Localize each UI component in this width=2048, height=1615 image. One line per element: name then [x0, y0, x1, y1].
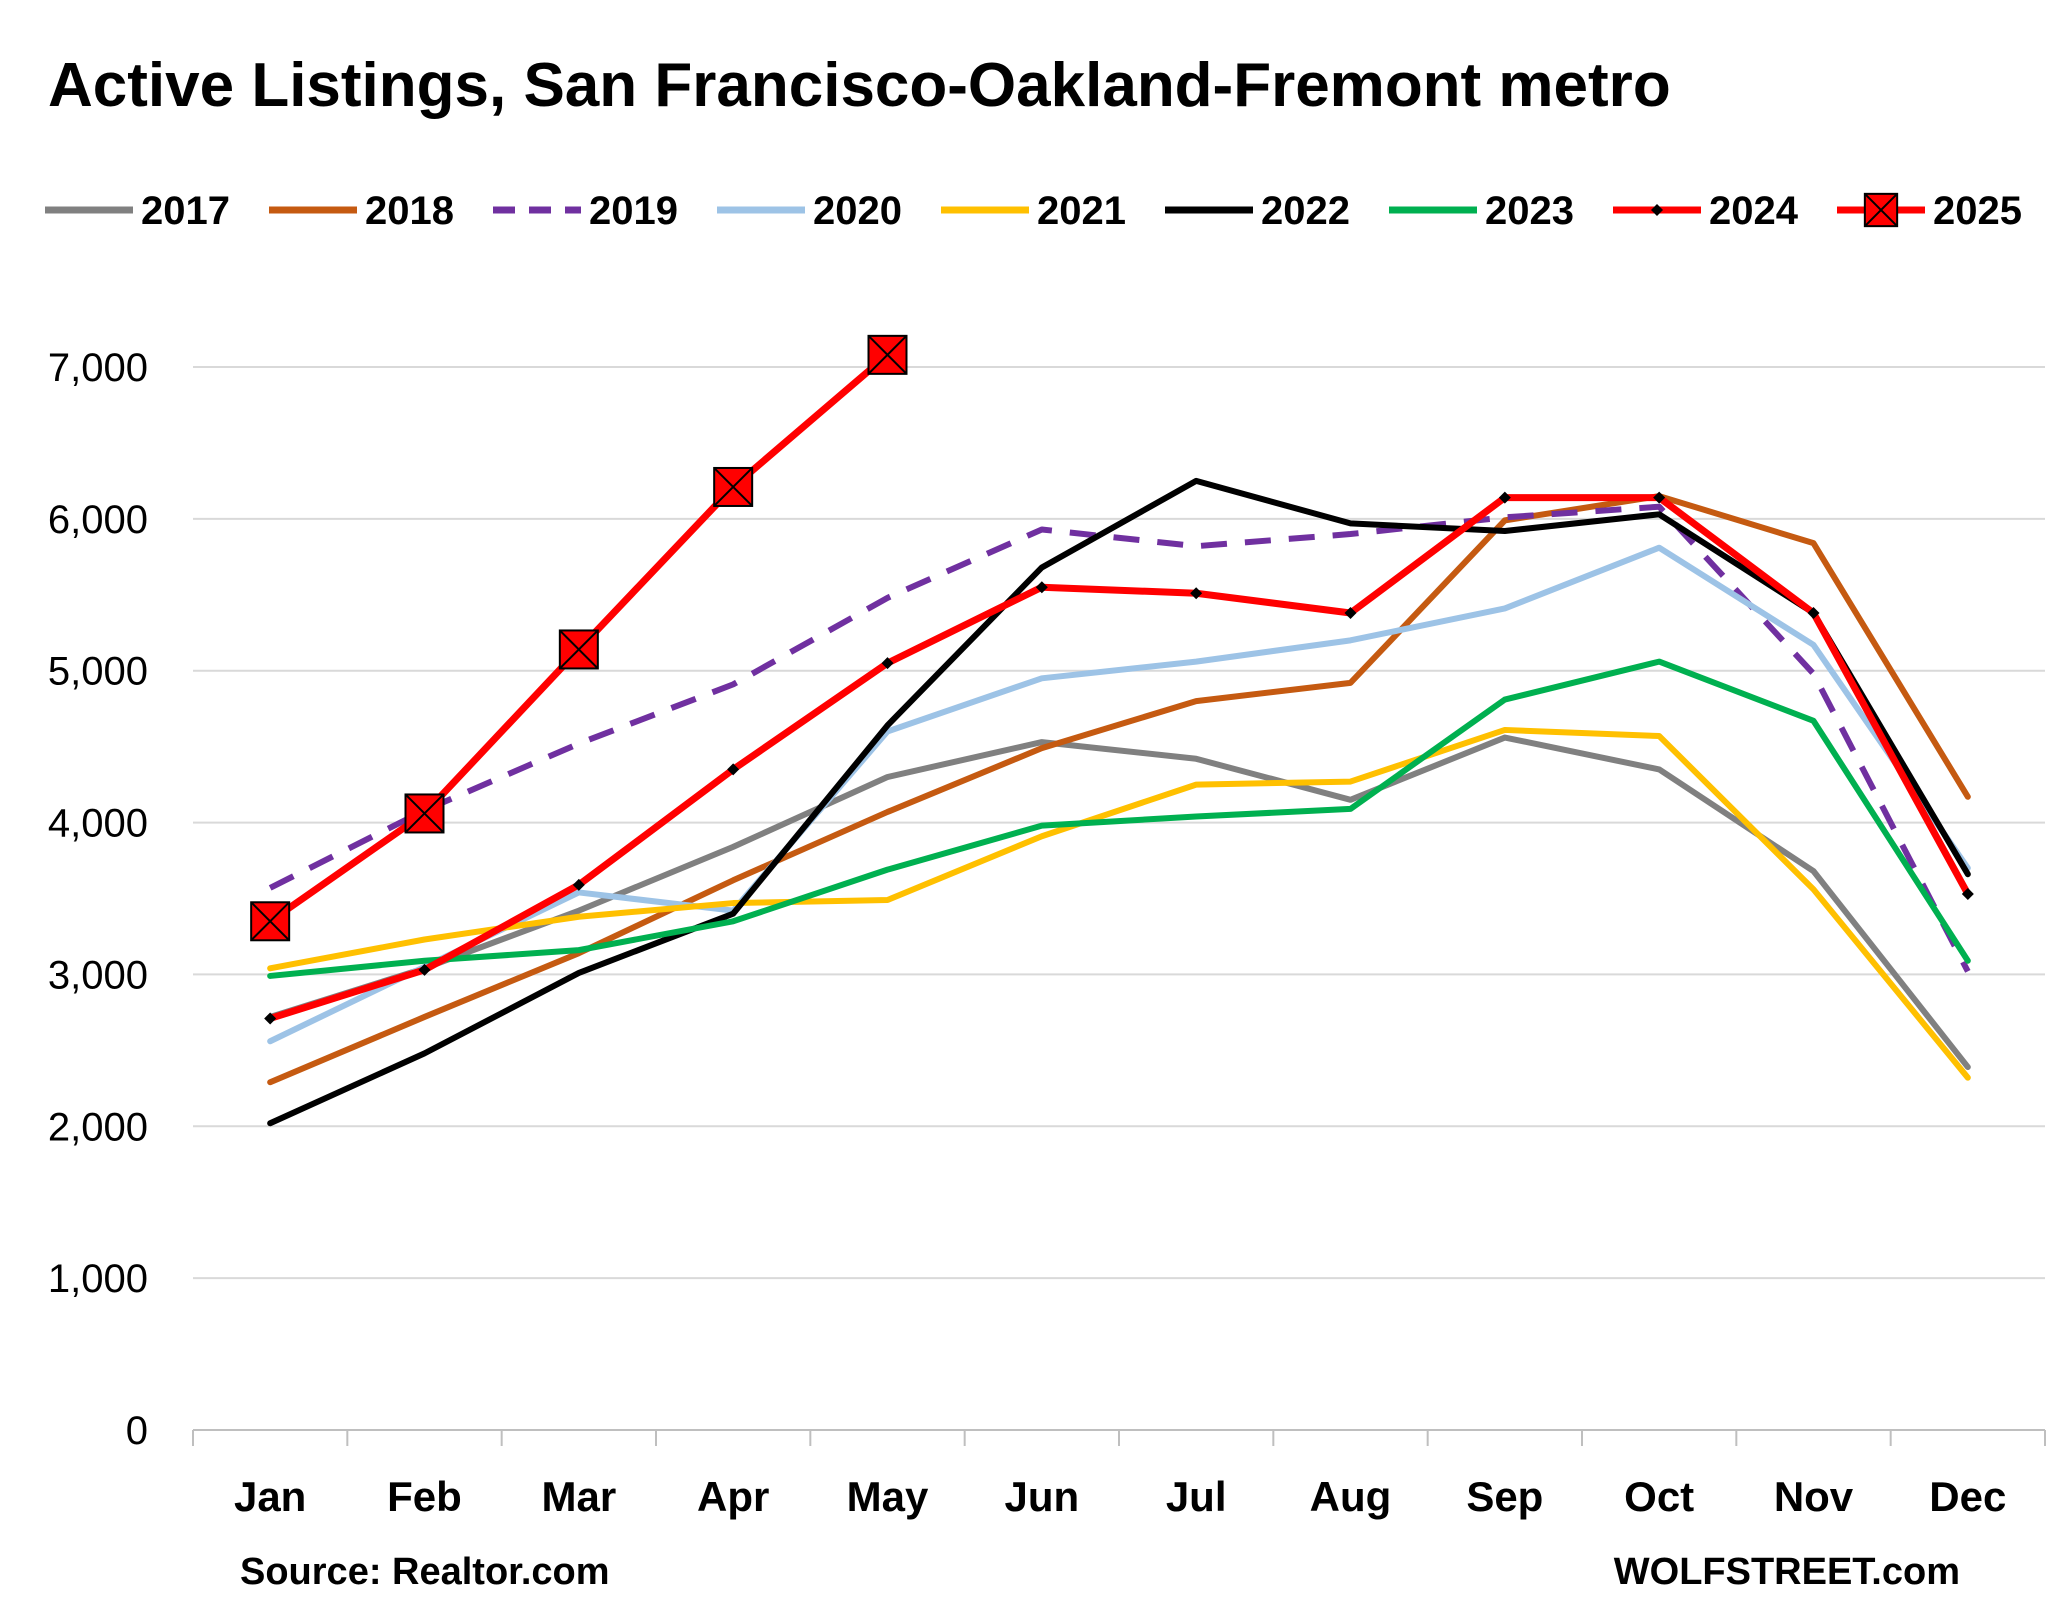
y-tick-label: 6,000: [48, 498, 148, 542]
x-axis: Jan Feb Mar Apr May Jun Jul Aug Sep Oct Nov Dec: [192, 1429, 2046, 1520]
y-tick-label: 1,000: [48, 1257, 148, 1301]
legend-label: 2023: [1485, 189, 1574, 233]
legend-label: 2017: [141, 189, 230, 233]
series-2024: [264, 491, 1974, 1025]
y-axis-ticks: 0 1,000 2,000 3,000 4,000 5,000 6,000 7,000: [48, 346, 148, 1453]
point-marker: [1190, 587, 1203, 600]
legend-item-2022: 2022: [1165, 189, 1350, 233]
x-tick-label: May: [847, 1473, 929, 1520]
series-line-2024: [266, 494, 1972, 1022]
legend-label: 2020: [813, 189, 902, 233]
y-tick-label: 7,000: [48, 346, 148, 390]
series-2022: [267, 477, 1971, 1127]
series-line-2022: [267, 477, 1971, 1127]
x-tick-label: Feb: [387, 1473, 462, 1520]
y-tick-label: 2,000: [48, 1105, 148, 1149]
x-tick-label: Mar: [541, 1473, 616, 1520]
x-tick-label: Jan: [234, 1473, 306, 1520]
point-marker: [1035, 581, 1048, 594]
x-tick-label: Nov: [1774, 1473, 1854, 1520]
legend-item-2018: 2018: [269, 189, 454, 233]
series-2020: [267, 544, 1971, 1045]
x-tick-label: Jun: [1004, 1473, 1079, 1520]
series-line-2023: [267, 658, 1971, 979]
y-tick-label: 0: [126, 1409, 148, 1453]
x-tick-label: Dec: [1929, 1473, 2006, 1520]
legend-item-2020: 2020: [717, 189, 902, 233]
series-2018: [267, 493, 1971, 1086]
point-marker: [1961, 887, 1974, 900]
legend-item-2023: 2023: [1389, 189, 1574, 233]
legend-label: 2022: [1261, 189, 1350, 233]
series-lines: [250, 334, 1974, 1127]
point-marker: [1498, 491, 1511, 504]
point-marker: [1651, 204, 1663, 216]
series-2019: [268, 503, 1971, 973]
legend-label: 2025: [1933, 189, 2022, 233]
legend-label: 2024: [1709, 189, 1799, 233]
point-marker: [1653, 491, 1666, 504]
legend-item-2024: 2024: [1613, 189, 1799, 233]
point-marker: [727, 763, 740, 776]
point-marker: [572, 878, 585, 891]
series-2021: [267, 726, 1971, 1081]
x-tick-label: Aug: [1310, 1473, 1392, 1520]
point-marker-cross: [713, 467, 753, 507]
point-marker: [881, 657, 894, 670]
y-tick-label: 4,000: [48, 802, 148, 846]
legend-item-2019: 2019: [493, 189, 678, 233]
legend-label: 2021: [1037, 189, 1126, 233]
brand-label: WOLFSTREET.com: [1614, 1551, 1960, 1593]
point-marker-cross: [559, 629, 599, 670]
x-tick-label: Apr: [697, 1473, 769, 1520]
point-marker: [264, 1012, 277, 1025]
y-tick-label: 5,000: [48, 650, 148, 694]
legend-item-2017: 2017: [45, 189, 230, 233]
point-marker: [1807, 607, 1820, 620]
series-line-2020: [267, 544, 1971, 1045]
point-marker: [1344, 607, 1357, 620]
legend: 2017 2018 2019 2020 2021 2022 2023 2024 2025: [45, 189, 2022, 233]
x-tick-label: Oct: [1624, 1473, 1694, 1520]
legend-item-2025: 2025: [1837, 189, 2022, 233]
y-tick-label: 3,000: [48, 953, 148, 997]
point-marker-cross: [250, 901, 290, 941]
series-line-2018: [267, 493, 1971, 1086]
source-note: Source: Realtor.com: [240, 1551, 610, 1593]
series-2025: [250, 334, 908, 942]
legend-label: 2019: [589, 189, 678, 233]
series-line-2021: [267, 726, 1971, 1081]
x-tick-label: Jul: [1166, 1473, 1227, 1520]
legend-label: 2018: [365, 189, 454, 233]
x-tick-label: Sep: [1466, 1473, 1543, 1520]
series-2023: [267, 658, 1971, 979]
legend-item-2021: 2021: [941, 189, 1126, 233]
point-marker-cross: [404, 793, 445, 834]
point-marker: [418, 963, 431, 976]
point-marker-cross: [867, 335, 908, 375]
chart-title: Active Listings, San Francisco-Oakland-F…: [48, 51, 1671, 120]
series-line-2019: [268, 503, 1971, 973]
point-marker-cross: [1864, 193, 1898, 227]
